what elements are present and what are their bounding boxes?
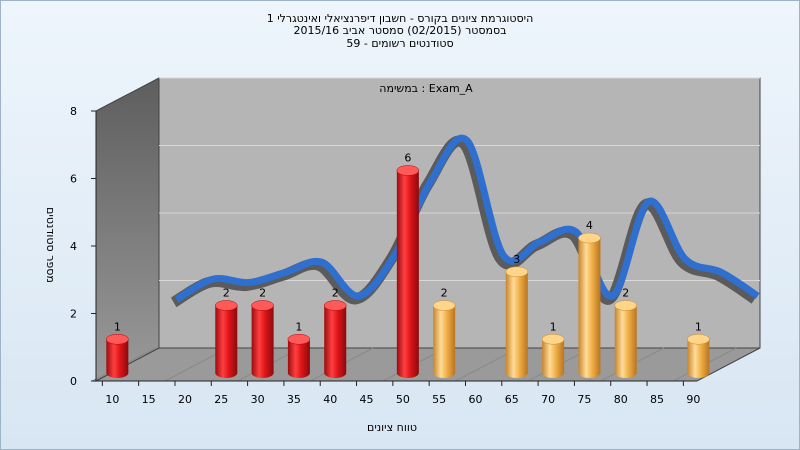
bar-body [505, 271, 528, 378]
bar-value-label: 1 [695, 320, 702, 333]
x-tick-label: 30 [251, 393, 265, 406]
x-tick-label: 60 [468, 393, 482, 406]
bar: 1 [106, 320, 129, 378]
bar-body [287, 339, 310, 378]
bar-body [324, 305, 347, 378]
bar-body [215, 305, 238, 378]
bar: 2 [432, 287, 456, 378]
bar-body [578, 238, 601, 378]
bar-body [542, 339, 565, 378]
bar-cap [578, 232, 601, 244]
chart-subtitle-semester: בסמסטר (02/2015) סמסטר אביב 2015/16 [293, 24, 507, 37]
x-tick-label: 70 [541, 393, 555, 406]
x-tick-label: 65 [505, 393, 519, 406]
x-tick-label: 50 [396, 393, 410, 406]
bar: 2 [614, 287, 637, 378]
bar-value-label: 2 [332, 287, 339, 300]
x-tick-label: 75 [577, 393, 591, 406]
axes: 0 2 4 6 8 10 15 20 25 30 35 40 45 50 55 60 65 70 75 80 85 90 [70, 105, 700, 406]
bar-body [687, 339, 710, 378]
bar-cap [106, 334, 129, 345]
bar: 2 [251, 287, 274, 378]
bar: 2 [215, 287, 238, 378]
y-tick-label: 2 [70, 308, 77, 321]
bar: 2 [323, 287, 347, 378]
bar: 4 [578, 219, 601, 378]
bar-value-label: 6 [404, 152, 411, 165]
x-tick-label: 40 [323, 393, 337, 406]
y-axis-label: מספר סטודנטים [44, 207, 57, 283]
bar: 1 [287, 320, 311, 378]
y-tick-label: 4 [70, 240, 77, 253]
bar-cap [287, 334, 311, 345]
bar: 6 [396, 152, 420, 378]
chart-title: היסטוגרמת ציונים בקורס - חשבון דיפרנציאל… [266, 12, 534, 25]
curve-ribbon [174, 134, 760, 303]
x-tick-label: 35 [287, 393, 301, 406]
x-tick-label: 85 [650, 393, 664, 406]
bar-cap [614, 300, 637, 311]
x-tick-label: 25 [214, 393, 228, 406]
bar-body [251, 305, 274, 378]
bars: 1 2 2 1 2 6 2 3 1 4 2 1 [106, 152, 710, 378]
x-axis-label: טווח ציונים [367, 421, 417, 434]
bar-cap [323, 300, 347, 311]
bar-cap [687, 334, 710, 345]
x-tick-label: 20 [178, 393, 192, 406]
bar-cap [215, 300, 238, 311]
bar-value-label: 2 [441, 287, 448, 300]
bar-body [396, 170, 419, 378]
x-tick-label: 80 [614, 393, 628, 406]
bar-cap [541, 334, 565, 345]
bar-value-label: 2 [259, 287, 266, 300]
x-tick-label: 15 [142, 393, 156, 406]
bar-value-label: 1 [114, 320, 121, 333]
bar: 1 [541, 320, 565, 378]
bar-cap [505, 266, 529, 277]
x-tick-label: 10 [105, 393, 119, 406]
bar: 1 [687, 320, 710, 378]
bar-value-label: 1 [550, 320, 557, 333]
x-tick-label: 90 [686, 393, 700, 406]
bar-cap [432, 300, 456, 311]
bar-value-label: 2 [223, 287, 230, 300]
bar-body [614, 305, 637, 378]
distribution-curve [170, 134, 760, 308]
bar-body [106, 339, 129, 378]
y-tick-label: 8 [70, 105, 77, 118]
chart-annotation: Exam_A : במשימה [379, 82, 473, 95]
y-tick-label: 6 [70, 173, 77, 186]
bar-value-label: 3 [513, 253, 520, 266]
chart-subtitle-students: סטודנטים רשומים - 59 [346, 37, 454, 50]
bar-cap [396, 165, 420, 176]
bar-body [433, 305, 456, 378]
bar-value-label: 1 [295, 320, 302, 333]
x-tick-label: 55 [432, 393, 446, 406]
bar-value-label: 2 [622, 287, 629, 300]
bar: 3 [505, 253, 529, 378]
bar-cap [251, 300, 274, 311]
side-wall [95, 77, 160, 382]
y-tick-label: 0 [70, 375, 77, 388]
x-tick-label: 45 [360, 393, 374, 406]
bar-value-label: 4 [586, 219, 593, 232]
